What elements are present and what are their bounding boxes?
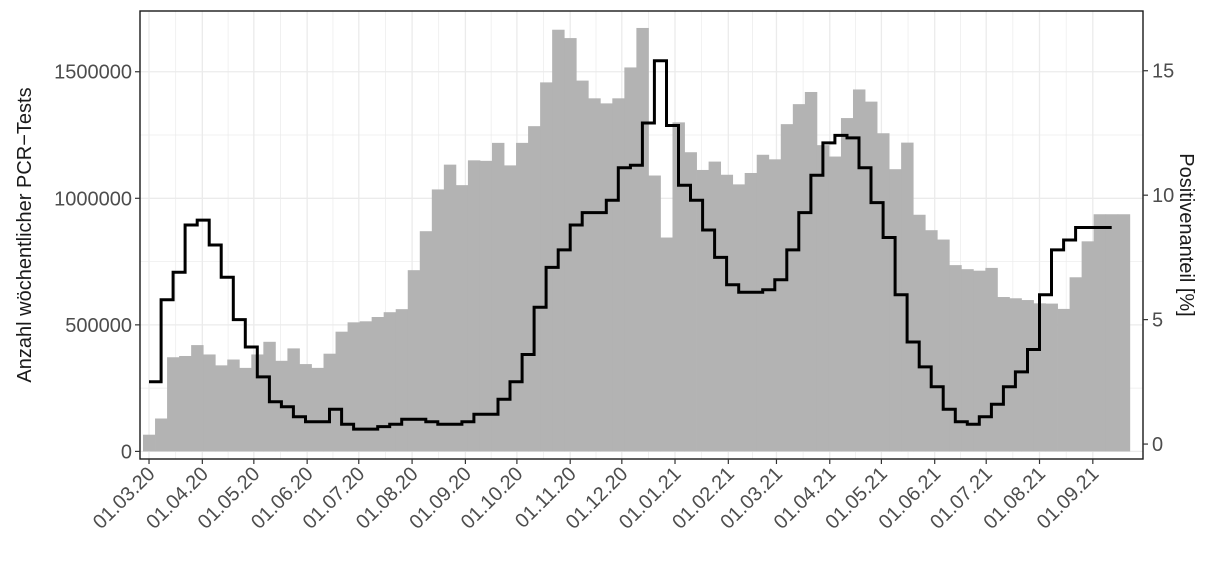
bar: [323, 353, 336, 452]
bar: [660, 237, 673, 452]
bar: [431, 189, 445, 452]
y-tick-label: 1000000: [54, 188, 132, 210]
bar: [865, 101, 878, 452]
bar: [1033, 303, 1046, 452]
bar: [1081, 241, 1095, 452]
y-axis-title: Anzahl wöchentlicher PCR−Tests: [14, 87, 36, 382]
y2-tick-label: 0: [1152, 434, 1163, 456]
bar: [973, 270, 986, 452]
bar: [1069, 277, 1083, 452]
bar: [227, 359, 240, 452]
bar: [443, 164, 457, 452]
bar: [251, 354, 264, 452]
bar: [155, 418, 168, 452]
bar: [287, 348, 300, 452]
bar: [528, 126, 541, 452]
y2-axis-title: Positivenanteil [%]: [1175, 153, 1197, 316]
bar: [600, 103, 613, 452]
bar: [828, 156, 842, 452]
y2-tick-label: 15: [1152, 61, 1174, 83]
bar: [925, 230, 938, 452]
bar: [455, 185, 469, 452]
bar: [191, 345, 204, 452]
bar: [1057, 308, 1070, 452]
y2-tick-label: 5: [1152, 310, 1163, 332]
panel-border: [139, 10, 1144, 460]
bar: [877, 133, 890, 452]
bar: [504, 165, 517, 452]
left-y-axis: 0 500000 1000000 1500000: [54, 62, 140, 463]
bar: [516, 142, 529, 452]
bar: [648, 175, 661, 452]
bar: [732, 184, 746, 452]
bar: [311, 367, 324, 452]
bar: [467, 160, 481, 452]
bar: [215, 365, 228, 452]
bar: [768, 159, 782, 452]
bar: [1093, 214, 1107, 452]
y-tick-label: 500000: [65, 315, 132, 337]
bar: [419, 231, 433, 452]
y2-tick-label: 10: [1152, 185, 1174, 207]
y-tick-label: 1500000: [54, 62, 132, 84]
bar: [720, 174, 734, 452]
bar: [624, 67, 637, 452]
bar: [744, 172, 758, 452]
bar: [997, 297, 1010, 452]
bar: [299, 364, 312, 452]
bar: [335, 331, 348, 452]
bar: [780, 124, 794, 452]
bar: [395, 309, 409, 452]
test-count-bars: [143, 27, 1131, 452]
bar: [179, 355, 192, 452]
bar: [576, 80, 589, 452]
bar: [407, 270, 421, 452]
bar: [708, 161, 722, 452]
bar: [383, 312, 397, 452]
bar: [1105, 214, 1119, 452]
bar: [612, 98, 625, 452]
bar: [852, 89, 866, 452]
bar: [552, 29, 565, 452]
bar: [672, 122, 685, 452]
bar: [347, 322, 361, 452]
right-y-axis: 0 5 10 15: [1143, 61, 1174, 456]
bar: [756, 154, 770, 452]
bar: [816, 145, 830, 452]
bar: [588, 98, 601, 452]
y-tick-label: 0: [121, 441, 132, 463]
bar: [371, 317, 385, 452]
bar: [889, 169, 902, 452]
bar: [913, 214, 926, 452]
positive-rate-line: [149, 59, 1112, 431]
bar: [167, 357, 180, 452]
bar: [937, 239, 950, 452]
bar: [636, 27, 649, 452]
bar: [684, 152, 697, 452]
bar: [203, 354, 216, 452]
bar: [1021, 300, 1034, 452]
bar: [491, 142, 505, 452]
bar: [696, 169, 709, 452]
bar: [359, 321, 373, 452]
bar: [239, 367, 252, 452]
bar: [961, 269, 974, 452]
positive-rate-step-line: [149, 59, 1112, 431]
bar: [840, 118, 854, 452]
bar: [1117, 214, 1131, 452]
bar: [804, 91, 818, 452]
bar: [143, 434, 156, 452]
bar: [985, 267, 998, 452]
bar: [1045, 303, 1058, 452]
bar: [792, 104, 806, 452]
bar: [949, 265, 962, 452]
bar: [479, 160, 493, 452]
